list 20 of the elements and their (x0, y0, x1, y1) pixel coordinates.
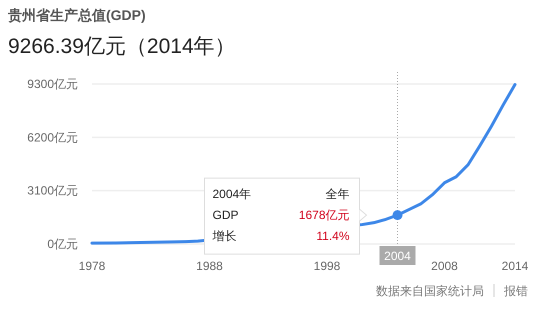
y-tick-label: 9300亿元 (27, 77, 78, 91)
x-tick-label: 1998 (314, 259, 341, 273)
annotation: GDP (212, 208, 239, 222)
annotation: 全年 (326, 187, 350, 202)
ref-line-label: 2004 (384, 249, 412, 263)
x-tick-label: 2008 (431, 259, 458, 273)
x-tick-label: 1988 (196, 259, 224, 273)
chart-title: 贵州省生产总值(GDP) (7, 7, 146, 23)
chart-subtitle: 9266.39亿元（2014年） (8, 35, 236, 58)
text: 数据来自国家统计局 (376, 284, 484, 298)
y-tick-label: 0亿元 (47, 237, 78, 251)
annotation: 11.4% (316, 229, 350, 244)
y-tick-label: 3100亿元 (27, 184, 78, 198)
x-tick-label: 1978 (78, 259, 106, 273)
annotation: 2004年 (212, 187, 252, 202)
annotation: 增长 (212, 229, 236, 244)
text: 报错 (503, 284, 528, 298)
y-tick-label: 6200亿元 (27, 130, 78, 144)
annotation: 1678亿元 (298, 208, 350, 222)
x-tick-label: 2014 (502, 259, 529, 273)
